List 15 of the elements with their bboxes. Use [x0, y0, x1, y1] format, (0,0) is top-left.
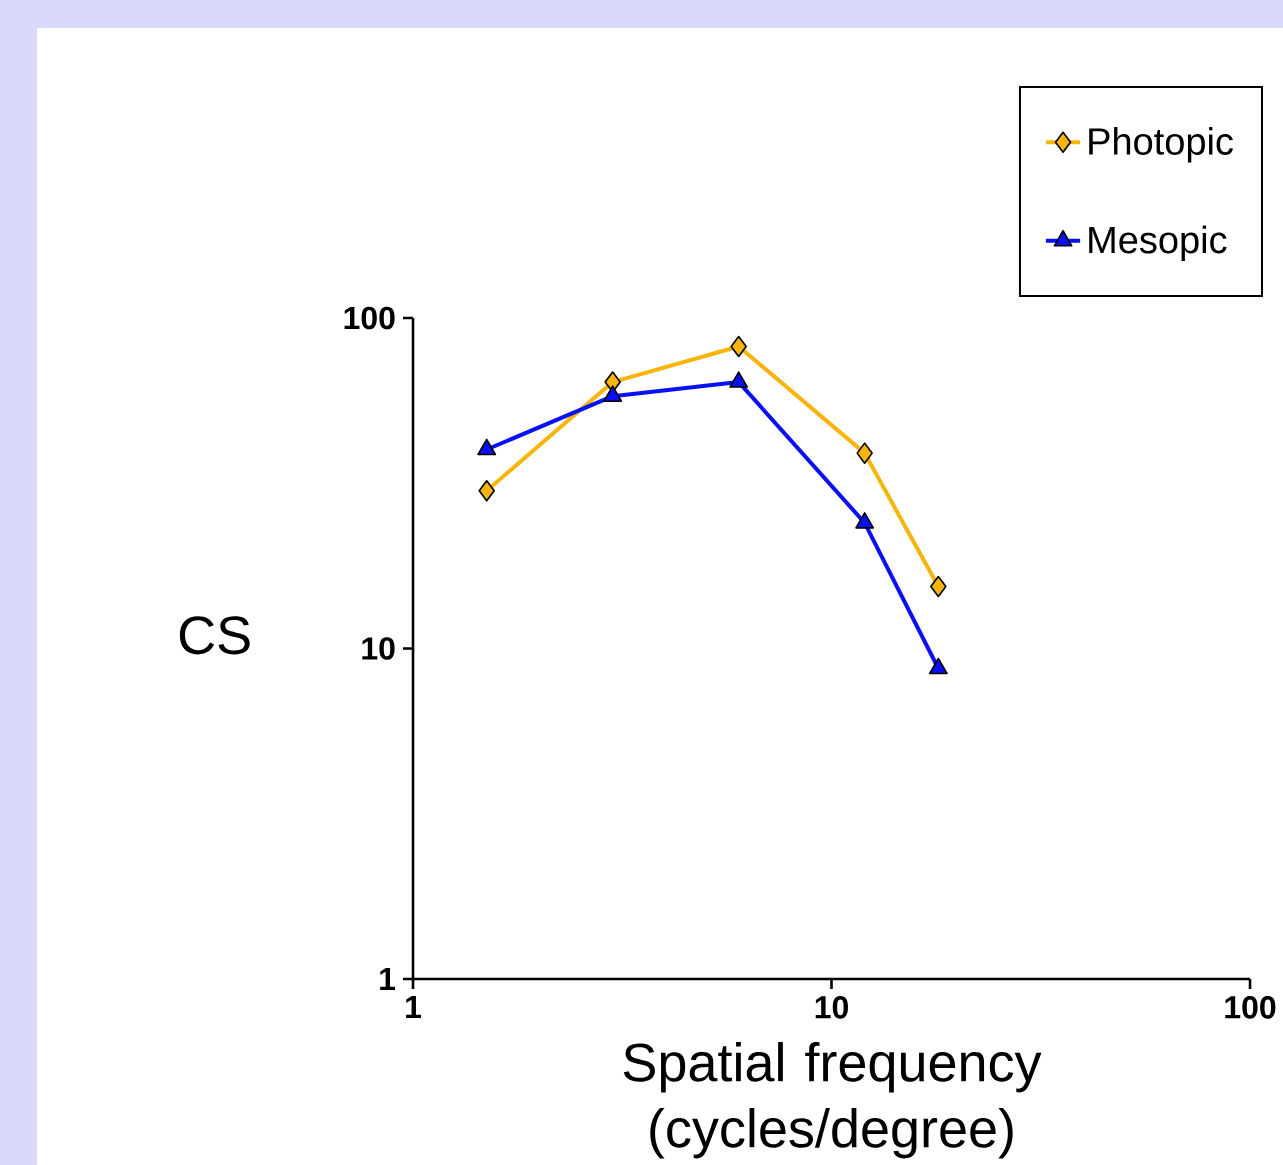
legend-label: Mesopic: [1089, 225, 1227, 261]
x-tick-label: 1: [406, 996, 422, 1019]
point: [477, 438, 497, 456]
x-tick-label: 100: [1225, 996, 1276, 1019]
y-tick-label: 1: [380, 967, 396, 990]
point: [855, 512, 875, 529]
point: [478, 480, 495, 502]
x-tick-label: 10: [815, 996, 848, 1019]
legend-label: Photopic: [1089, 126, 1233, 163]
y-axis-title: CS: [179, 616, 250, 655]
x-axis-title: Spatial frequency (cycles/degree): [623, 1042, 1042, 1159]
y-tick-label: 10: [362, 637, 395, 660]
point: [856, 442, 873, 464]
y-tick-label: 100: [344, 306, 395, 330]
point: [730, 335, 747, 358]
